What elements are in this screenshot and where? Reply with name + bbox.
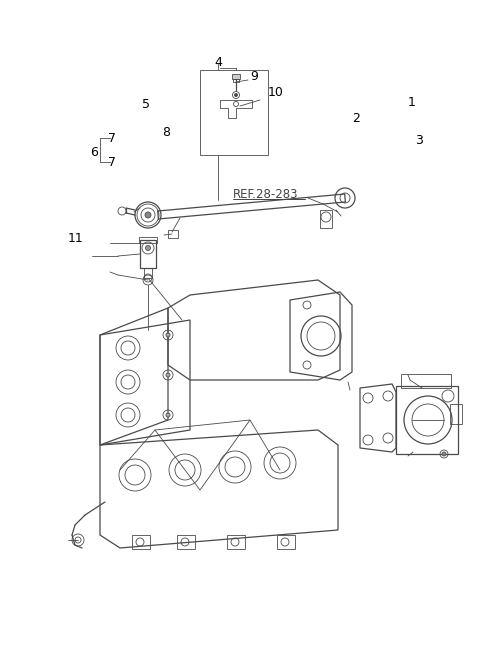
Bar xyxy=(450,404,462,424)
Text: 10: 10 xyxy=(268,87,284,100)
Text: 6: 6 xyxy=(90,146,98,159)
Bar xyxy=(232,74,240,79)
Bar xyxy=(140,240,156,268)
Circle shape xyxy=(145,212,151,218)
Circle shape xyxy=(166,413,170,417)
Circle shape xyxy=(442,452,446,456)
Text: 8: 8 xyxy=(162,125,170,138)
Bar xyxy=(200,70,268,155)
Text: 7: 7 xyxy=(108,131,116,144)
Circle shape xyxy=(166,333,170,337)
Bar xyxy=(177,535,195,549)
Circle shape xyxy=(166,373,170,377)
Text: 2: 2 xyxy=(352,112,360,125)
Text: 1: 1 xyxy=(408,96,416,108)
Bar xyxy=(401,374,451,388)
Bar xyxy=(320,210,332,228)
Circle shape xyxy=(145,245,151,251)
Bar xyxy=(139,237,157,243)
Text: REF.28-283: REF.28-283 xyxy=(233,188,299,201)
Bar xyxy=(132,535,150,549)
Bar xyxy=(277,535,295,549)
Bar xyxy=(168,230,178,238)
Bar xyxy=(233,79,239,82)
Bar xyxy=(396,386,458,454)
Bar xyxy=(227,535,245,549)
Text: 11: 11 xyxy=(68,232,84,245)
Text: 4: 4 xyxy=(214,56,222,68)
Text: 7: 7 xyxy=(108,155,116,169)
Text: 5: 5 xyxy=(142,98,150,112)
Bar xyxy=(144,268,152,278)
Text: 3: 3 xyxy=(415,134,423,146)
Circle shape xyxy=(235,94,238,96)
Text: 9: 9 xyxy=(250,70,258,83)
